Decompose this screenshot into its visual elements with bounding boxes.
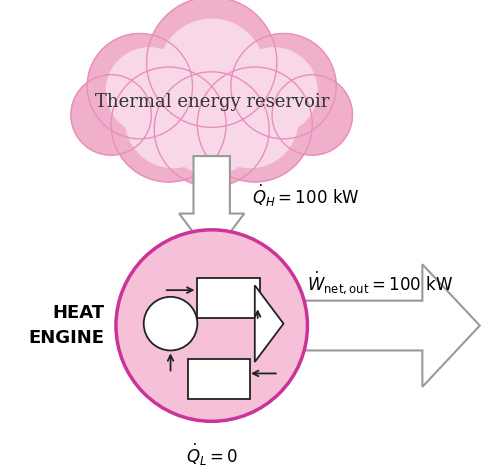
Circle shape xyxy=(111,67,226,182)
Circle shape xyxy=(198,67,312,182)
Circle shape xyxy=(87,33,192,139)
Circle shape xyxy=(71,75,152,155)
Text: HEAT
ENGINE: HEAT ENGINE xyxy=(28,304,104,347)
Polygon shape xyxy=(179,156,244,257)
Bar xyxy=(188,359,250,399)
Polygon shape xyxy=(274,264,480,387)
Circle shape xyxy=(154,72,269,187)
Bar xyxy=(198,278,260,318)
Circle shape xyxy=(231,33,336,139)
Circle shape xyxy=(146,0,277,127)
Circle shape xyxy=(126,72,222,168)
Polygon shape xyxy=(255,285,284,362)
Circle shape xyxy=(159,19,264,125)
Text: $\dot{Q}_L = 0$: $\dot{Q}_L = 0$ xyxy=(186,442,238,469)
Circle shape xyxy=(144,297,198,351)
Circle shape xyxy=(231,48,317,134)
Text: Thermal energy reservoir: Thermal energy reservoir xyxy=(94,94,329,111)
Text: $\dot{W}_{\mathrm{net,out}} = 100\ \mathrm{kW}$: $\dot{W}_{\mathrm{net,out}} = 100\ \math… xyxy=(308,269,454,296)
Text: $\dot{Q}_H = 100\ \mathrm{kW}$: $\dot{Q}_H = 100\ \mathrm{kW}$ xyxy=(252,183,360,209)
Circle shape xyxy=(202,72,298,168)
Circle shape xyxy=(106,48,192,134)
Circle shape xyxy=(116,230,308,421)
Circle shape xyxy=(162,75,262,174)
Circle shape xyxy=(272,75,352,155)
